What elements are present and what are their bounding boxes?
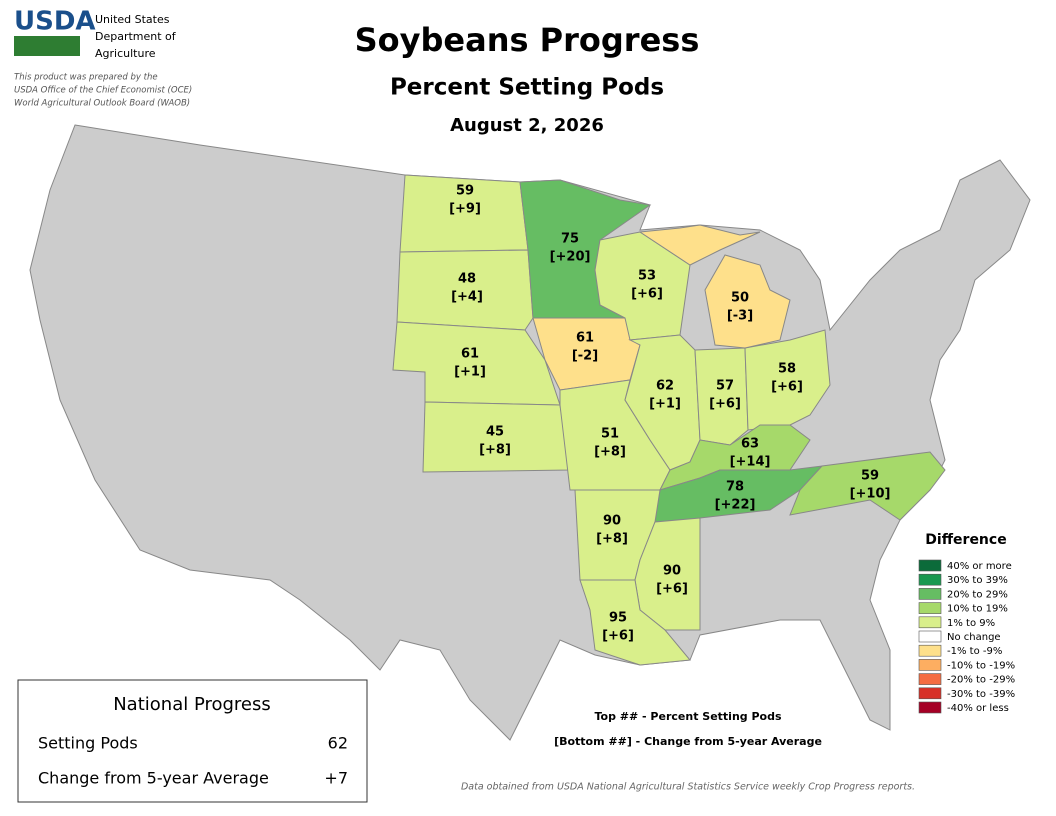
national-value: 62 <box>328 734 348 753</box>
legend-label: 30% to 39% <box>947 575 1008 586</box>
date: August 2, 2026 <box>450 115 604 136</box>
state-change: [-2] <box>572 349 598 364</box>
state-change: [+1] <box>454 365 486 380</box>
subtitle: Percent Setting Pods <box>390 75 664 101</box>
national-label: Setting Pods <box>38 734 138 753</box>
legend-swatch <box>918 630 942 643</box>
legend-title: Difference <box>925 532 1006 548</box>
state-value: 78 <box>726 480 744 495</box>
national-value: +7 <box>324 769 348 788</box>
legend-label: 40% or more <box>947 561 1012 572</box>
state-shape <box>638 224 761 266</box>
state-change: [+8] <box>479 443 511 458</box>
state-change: [-3] <box>727 309 753 324</box>
legend-swatch <box>918 588 942 600</box>
state-value: 63 <box>741 437 759 452</box>
agency: United States <box>95 13 170 26</box>
legend-swatch <box>918 573 942 586</box>
state-value: 53 <box>638 269 656 284</box>
national-box <box>17 679 368 803</box>
state-change: [+8] <box>596 532 628 547</box>
legend-label: -1% to -9% <box>947 646 1002 657</box>
legend-label: No change <box>947 632 1001 643</box>
legend-swatch <box>918 673 942 685</box>
state-change: [+6] <box>771 380 803 395</box>
state-value: 61 <box>461 347 479 362</box>
agency: Agriculture <box>95 47 156 60</box>
legend-swatch <box>918 559 942 572</box>
state-change: [+4] <box>451 290 483 305</box>
national-title: National Progress <box>113 694 271 715</box>
state-value: 62 <box>656 379 674 394</box>
legend-swatch <box>918 616 942 629</box>
state-shape <box>789 451 946 521</box>
legend-label: 1% to 9% <box>947 618 995 629</box>
state-value: 48 <box>458 272 476 287</box>
state-value: 57 <box>716 379 734 394</box>
disclaimer: This product was prepared by the <box>14 73 158 83</box>
state-change: [+14] <box>730 455 771 470</box>
state-value: 50 <box>731 291 749 306</box>
state-value: 59 <box>861 469 879 484</box>
state-value: 58 <box>778 362 796 377</box>
title: Soybeans Progress <box>355 21 700 59</box>
national-label: Change from 5-year Average <box>38 769 269 788</box>
key: Top ## - Percent Setting Pods <box>594 710 782 723</box>
state-change: [+22] <box>715 498 756 513</box>
state-value: 45 <box>486 425 504 440</box>
legend-label: 10% to 19% <box>947 604 1008 615</box>
state-change: [+6] <box>631 287 663 302</box>
logo-mark <box>14 36 80 56</box>
state-value: 75 <box>561 232 579 247</box>
legend-label: -40% or less <box>947 703 1009 714</box>
state-shape <box>704 254 791 349</box>
state-change: [+6] <box>602 629 634 644</box>
legend-swatch <box>918 659 942 671</box>
state-shape <box>579 579 691 666</box>
state-change: [+8] <box>594 445 626 460</box>
key: [Bottom ##] - Change from 5-year Average <box>554 735 822 748</box>
legend-label: 20% to 29% <box>947 589 1008 600</box>
state-change: [+20] <box>550 250 591 265</box>
logo: USDA <box>14 7 96 37</box>
state-value: 61 <box>576 331 594 346</box>
legend: 40% or more 30% to 39% 20% to 29% 10% to 19… <box>918 559 1015 714</box>
legend-swatch <box>918 701 942 714</box>
states: 59 [+9] 48 [+4] 61 [+1] 45 [+8] 75 [+20] 61 [-2] 51 [… <box>392 174 946 666</box>
state-change: [+1] <box>649 397 681 412</box>
source: Data obtained from USDA National Agricul… <box>461 782 915 793</box>
state-change: [+6] <box>656 582 688 597</box>
state-shape <box>396 249 534 331</box>
legend-label: -30% to -39% <box>947 689 1015 700</box>
state-value: 95 <box>609 611 627 626</box>
legend-swatch <box>918 644 942 657</box>
legend-label: -20% to -29% <box>947 675 1015 686</box>
state-change: [+6] <box>709 397 741 412</box>
disclaimer: USDA Office of the Chief Economist (OCE) <box>14 86 192 96</box>
state-value: 90 <box>663 564 681 579</box>
legend-label: -10% to -19% <box>947 660 1015 671</box>
state-value: 90 <box>603 514 621 529</box>
state-value: 51 <box>601 427 619 442</box>
agency: Department of <box>95 30 177 43</box>
legend-swatch <box>918 687 942 700</box>
disclaimer: World Agricultural Outlook Board (WAOB) <box>14 99 190 109</box>
legend-swatch <box>918 602 942 614</box>
state-change: [+10] <box>850 487 891 502</box>
state-change: [+9] <box>449 202 481 217</box>
state-value: 59 <box>456 184 474 199</box>
state-shape <box>694 347 749 446</box>
